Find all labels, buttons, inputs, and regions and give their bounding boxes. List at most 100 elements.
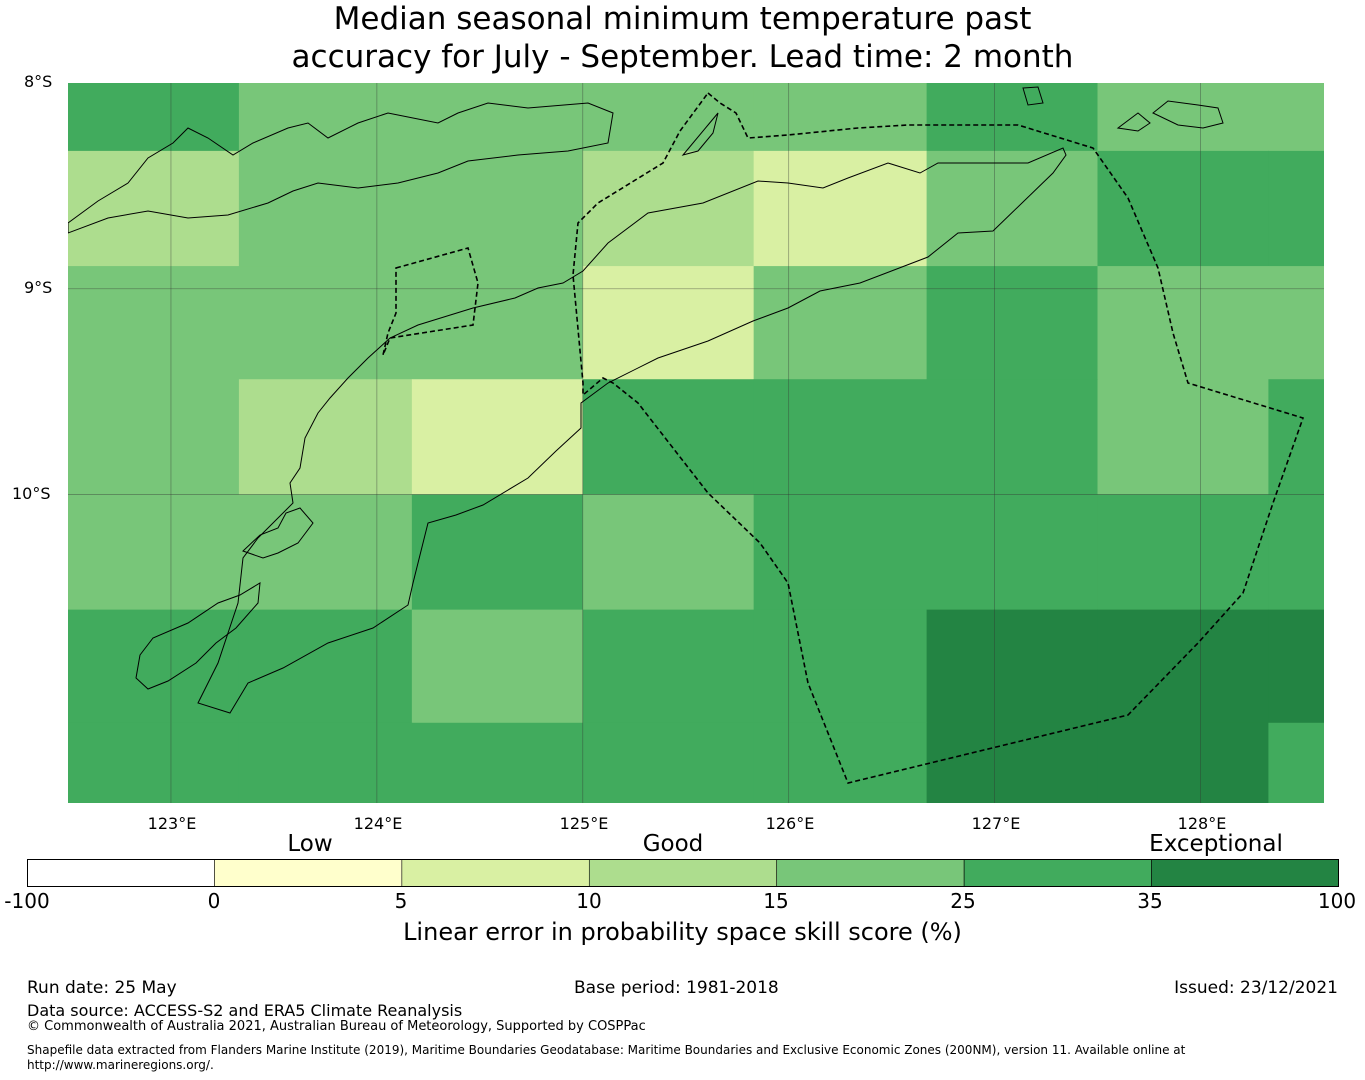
shapefile-credit-line1: Shapefile data extracted from Flanders M… [27, 1043, 1186, 1057]
map-title: Median seasonal minimum temperature past… [0, 0, 1365, 76]
grid-cell [582, 379, 755, 495]
lon-label-123e: 123°E [147, 814, 197, 833]
grid-cell [411, 722, 584, 803]
grid-cell [753, 609, 928, 724]
lon-label-128e: 128°E [1177, 814, 1227, 833]
category-low: Low [287, 831, 333, 857]
eez-boundary-west [382, 247, 479, 356]
colorbar [27, 859, 1339, 887]
grid-cell [926, 266, 1099, 380]
grid-cell [582, 609, 755, 724]
grid-cell [753, 494, 928, 611]
grid-cell [582, 150, 755, 267]
grid-cell [1268, 494, 1324, 611]
grid-cell [411, 83, 584, 152]
colorbar-segment [963, 859, 1152, 887]
grid-cell [1268, 379, 1324, 495]
grid-cell [238, 722, 413, 803]
grid-cell [238, 83, 413, 152]
grid-cell [1097, 494, 1269, 611]
colorbar-tick-2: 5 [394, 889, 408, 913]
lon-label-124e: 124°E [353, 814, 403, 833]
grid-cell [753, 379, 928, 495]
kisar-island [1022, 86, 1044, 106]
grid-cell [1268, 266, 1324, 380]
colorbar-segment [27, 859, 215, 887]
grid-cell [582, 494, 755, 611]
grid-cell [926, 494, 1099, 611]
timor-coastline [197, 147, 1067, 714]
grid-cell [926, 150, 1099, 267]
lon-label-127e: 127°E [971, 814, 1021, 833]
skill-grid-cells [68, 83, 1324, 803]
grid-cell [411, 266, 584, 380]
coastline-outlines [68, 86, 1224, 714]
grid-cell [411, 150, 584, 267]
grid-cell [582, 266, 755, 380]
colorbar-segment [588, 859, 778, 887]
grid-cell [411, 609, 584, 724]
grid-cell [1097, 266, 1269, 380]
grid-cell [926, 83, 1099, 152]
colorbar-tick-6: 35 [1137, 889, 1163, 913]
grid-cell [753, 83, 928, 152]
grid-cell [1268, 722, 1324, 803]
run-date: Run date: 25 May [27, 978, 177, 998]
skill-map [68, 83, 1324, 803]
grid-cell [1097, 379, 1269, 495]
colorbar-tick-0: -100 [4, 889, 50, 913]
copyright: © Commonwealth of Australia 2021, Austra… [27, 1019, 646, 1034]
grid-cell [238, 379, 413, 495]
grid-cell [238, 494, 413, 611]
colorbar-frame [27, 859, 1339, 887]
grid-cell [68, 722, 240, 803]
grid-cell [582, 83, 755, 152]
grid-cell [926, 609, 1099, 724]
leti-islands [1116, 100, 1224, 132]
colorbar-tick-3: 10 [576, 889, 602, 913]
sumba-rote-island [242, 507, 314, 559]
colorbar-tick-5: 25 [950, 889, 976, 913]
grid-cell [238, 150, 413, 267]
grid-cell [1268, 150, 1324, 267]
lon-label-125e: 125°E [559, 814, 609, 833]
grid-cell [1097, 83, 1269, 152]
grid-cell [926, 379, 1099, 495]
grid-cell [1097, 609, 1269, 724]
colorbar-segment [214, 859, 403, 887]
graticule-lines [68, 83, 1324, 803]
lat-label-10s: 10°S [12, 484, 51, 503]
colorbar-title: Linear error in probability space skill … [403, 918, 962, 946]
grid-cell [68, 494, 240, 611]
colorbar-segment [401, 859, 590, 887]
lon-label-126e: 126°E [765, 814, 815, 833]
grid-cell [1268, 83, 1324, 152]
category-good: Good [642, 831, 704, 857]
title-line-1: Median seasonal minimum temperature past [333, 1, 1032, 37]
grid-cell [238, 266, 413, 380]
rote-island [135, 582, 261, 690]
base-period: Base period: 1981-2018 [574, 978, 779, 998]
grid-cell [411, 379, 584, 495]
grid-cell [582, 722, 755, 803]
grid-cell [238, 609, 413, 724]
grid-cell [68, 266, 240, 380]
grid-cell [1268, 609, 1324, 724]
grid-cell [68, 379, 240, 495]
lat-label-9s: 9°S [24, 278, 53, 297]
grid-cell [68, 150, 240, 267]
category-exceptional: Exceptional [1149, 831, 1283, 857]
colorbar-tick-4: 15 [763, 889, 789, 913]
grid-cell [68, 83, 240, 152]
colorbar-tick-1: 0 [207, 889, 221, 913]
grid-cell [753, 266, 928, 380]
grid-cell [753, 150, 928, 267]
wetar-island [681, 112, 719, 156]
colorbar-tick-7: 100 [1317, 889, 1357, 913]
alor-flores-islands [68, 102, 614, 234]
grid-cell [1097, 722, 1269, 803]
grid-cell [411, 494, 584, 611]
colorbar-segment [776, 859, 965, 887]
grid-cell [68, 609, 240, 724]
lat-label-8s: 8°S [24, 72, 53, 91]
